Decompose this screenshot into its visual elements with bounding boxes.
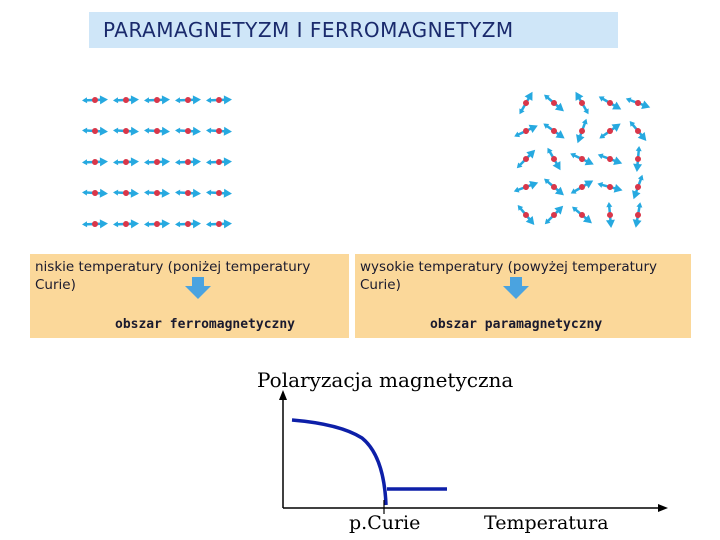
ferromagnetic-region-label: obszar ferromagnetyczny: [115, 317, 296, 332]
down-arrow-icon: [503, 277, 529, 299]
spin-arrow: [514, 124, 538, 138]
spin-arrow: [570, 180, 594, 194]
spin-arrow: [206, 188, 232, 198]
spin-arrow: [82, 157, 108, 167]
spin-arrow: [572, 206, 592, 224]
spin-arrow: [113, 126, 139, 136]
spin-arrow: [597, 153, 623, 165]
spin-arrow: [206, 95, 232, 105]
spin-arrow: [175, 95, 201, 105]
y-axis-arrowhead: [279, 390, 287, 400]
spin-arrow: [144, 126, 170, 136]
spin-arrow: [517, 205, 535, 225]
spin-arrow: [82, 126, 108, 136]
spin-arrow: [597, 182, 623, 193]
page-title: PARAMAGNETYZM I FERROMAGNETYZM: [103, 18, 514, 42]
spin-arrow: [547, 147, 561, 171]
spin-arrow: [598, 96, 622, 110]
spin-arrow: [175, 126, 201, 136]
spin-arrow: [144, 188, 170, 198]
magnetization-curve: [291, 418, 388, 506]
spin-arrow: [543, 123, 565, 139]
spin-arrow: [82, 95, 108, 105]
spin-arrow: [544, 178, 564, 196]
graph-title: Polaryzacja magnetyczna: [257, 368, 514, 392]
low-temperature-label: niskie temperatury (poniżej temperatury …: [35, 259, 311, 293]
spin-arrow: [175, 157, 201, 167]
spin-arrow: [113, 188, 139, 198]
spin-arrow: [599, 123, 621, 139]
spin-arrow: [206, 219, 232, 229]
spin-arrow: [113, 157, 139, 167]
paramagnetic-panel: wysokie temperatury (powyżej temperatury…: [355, 254, 691, 338]
high-temperature-label: wysokie temperatury (powyżej temperatury…: [360, 259, 658, 293]
polarization-graph: [279, 390, 668, 514]
spin-arrow: [633, 146, 643, 172]
title-banner: PARAMAGNETYZM I FERROMAGNETYZM: [89, 12, 618, 48]
spin-arrow: [113, 219, 139, 229]
spin-arrow: [576, 118, 588, 144]
temperature-axis-label: Temperatura: [484, 512, 609, 534]
spin-arrow: [82, 219, 108, 229]
paramagnetic-region-label: obszar paramagnetyczny: [430, 317, 603, 332]
spin-arrow: [513, 181, 539, 193]
spin-arrow: [82, 188, 108, 198]
spin-arrow: [575, 91, 589, 115]
down-arrow-icon: [185, 277, 211, 299]
spin-arrow: [175, 188, 201, 198]
spin-arrow: [516, 149, 536, 169]
spin-arrow: [544, 94, 564, 112]
ferromagnetic-lattice: [82, 95, 232, 229]
spin-arrow: [544, 205, 564, 225]
spin-arrow: [113, 95, 139, 105]
spin-arrow: [519, 91, 533, 115]
ferromagnetic-panel: niskie temperatury (poniżej temperatury …: [30, 254, 349, 338]
curie-point-label: p.Curie: [349, 512, 421, 534]
spin-arrow: [629, 121, 647, 141]
x-axis-arrowhead: [658, 504, 668, 512]
spin-arrow: [206, 126, 232, 136]
spin-arrow: [632, 174, 644, 200]
spin-arrow: [144, 157, 170, 167]
spin-arrow: [605, 202, 615, 228]
spin-arrow: [206, 157, 232, 167]
paramagnetic-lattice: [513, 91, 651, 228]
spin-arrow: [144, 219, 170, 229]
spin-arrow: [625, 97, 651, 109]
spin-arrow: [632, 202, 643, 228]
spin-arrow: [144, 95, 170, 105]
spin-arrow: [175, 219, 201, 229]
spin-arrow: [570, 152, 594, 166]
